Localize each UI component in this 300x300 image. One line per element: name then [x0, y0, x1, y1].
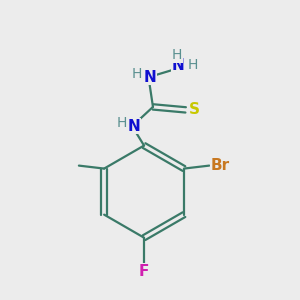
Text: N: N [172, 58, 184, 74]
Text: S: S [188, 102, 200, 117]
Text: N: N [127, 119, 140, 134]
Text: H: H [188, 58, 198, 72]
Text: Br: Br [211, 158, 230, 173]
Text: F: F [139, 264, 149, 279]
Text: H: H [172, 48, 182, 62]
Text: H: H [117, 116, 127, 130]
Text: N: N [144, 70, 156, 85]
Text: H: H [131, 67, 142, 81]
